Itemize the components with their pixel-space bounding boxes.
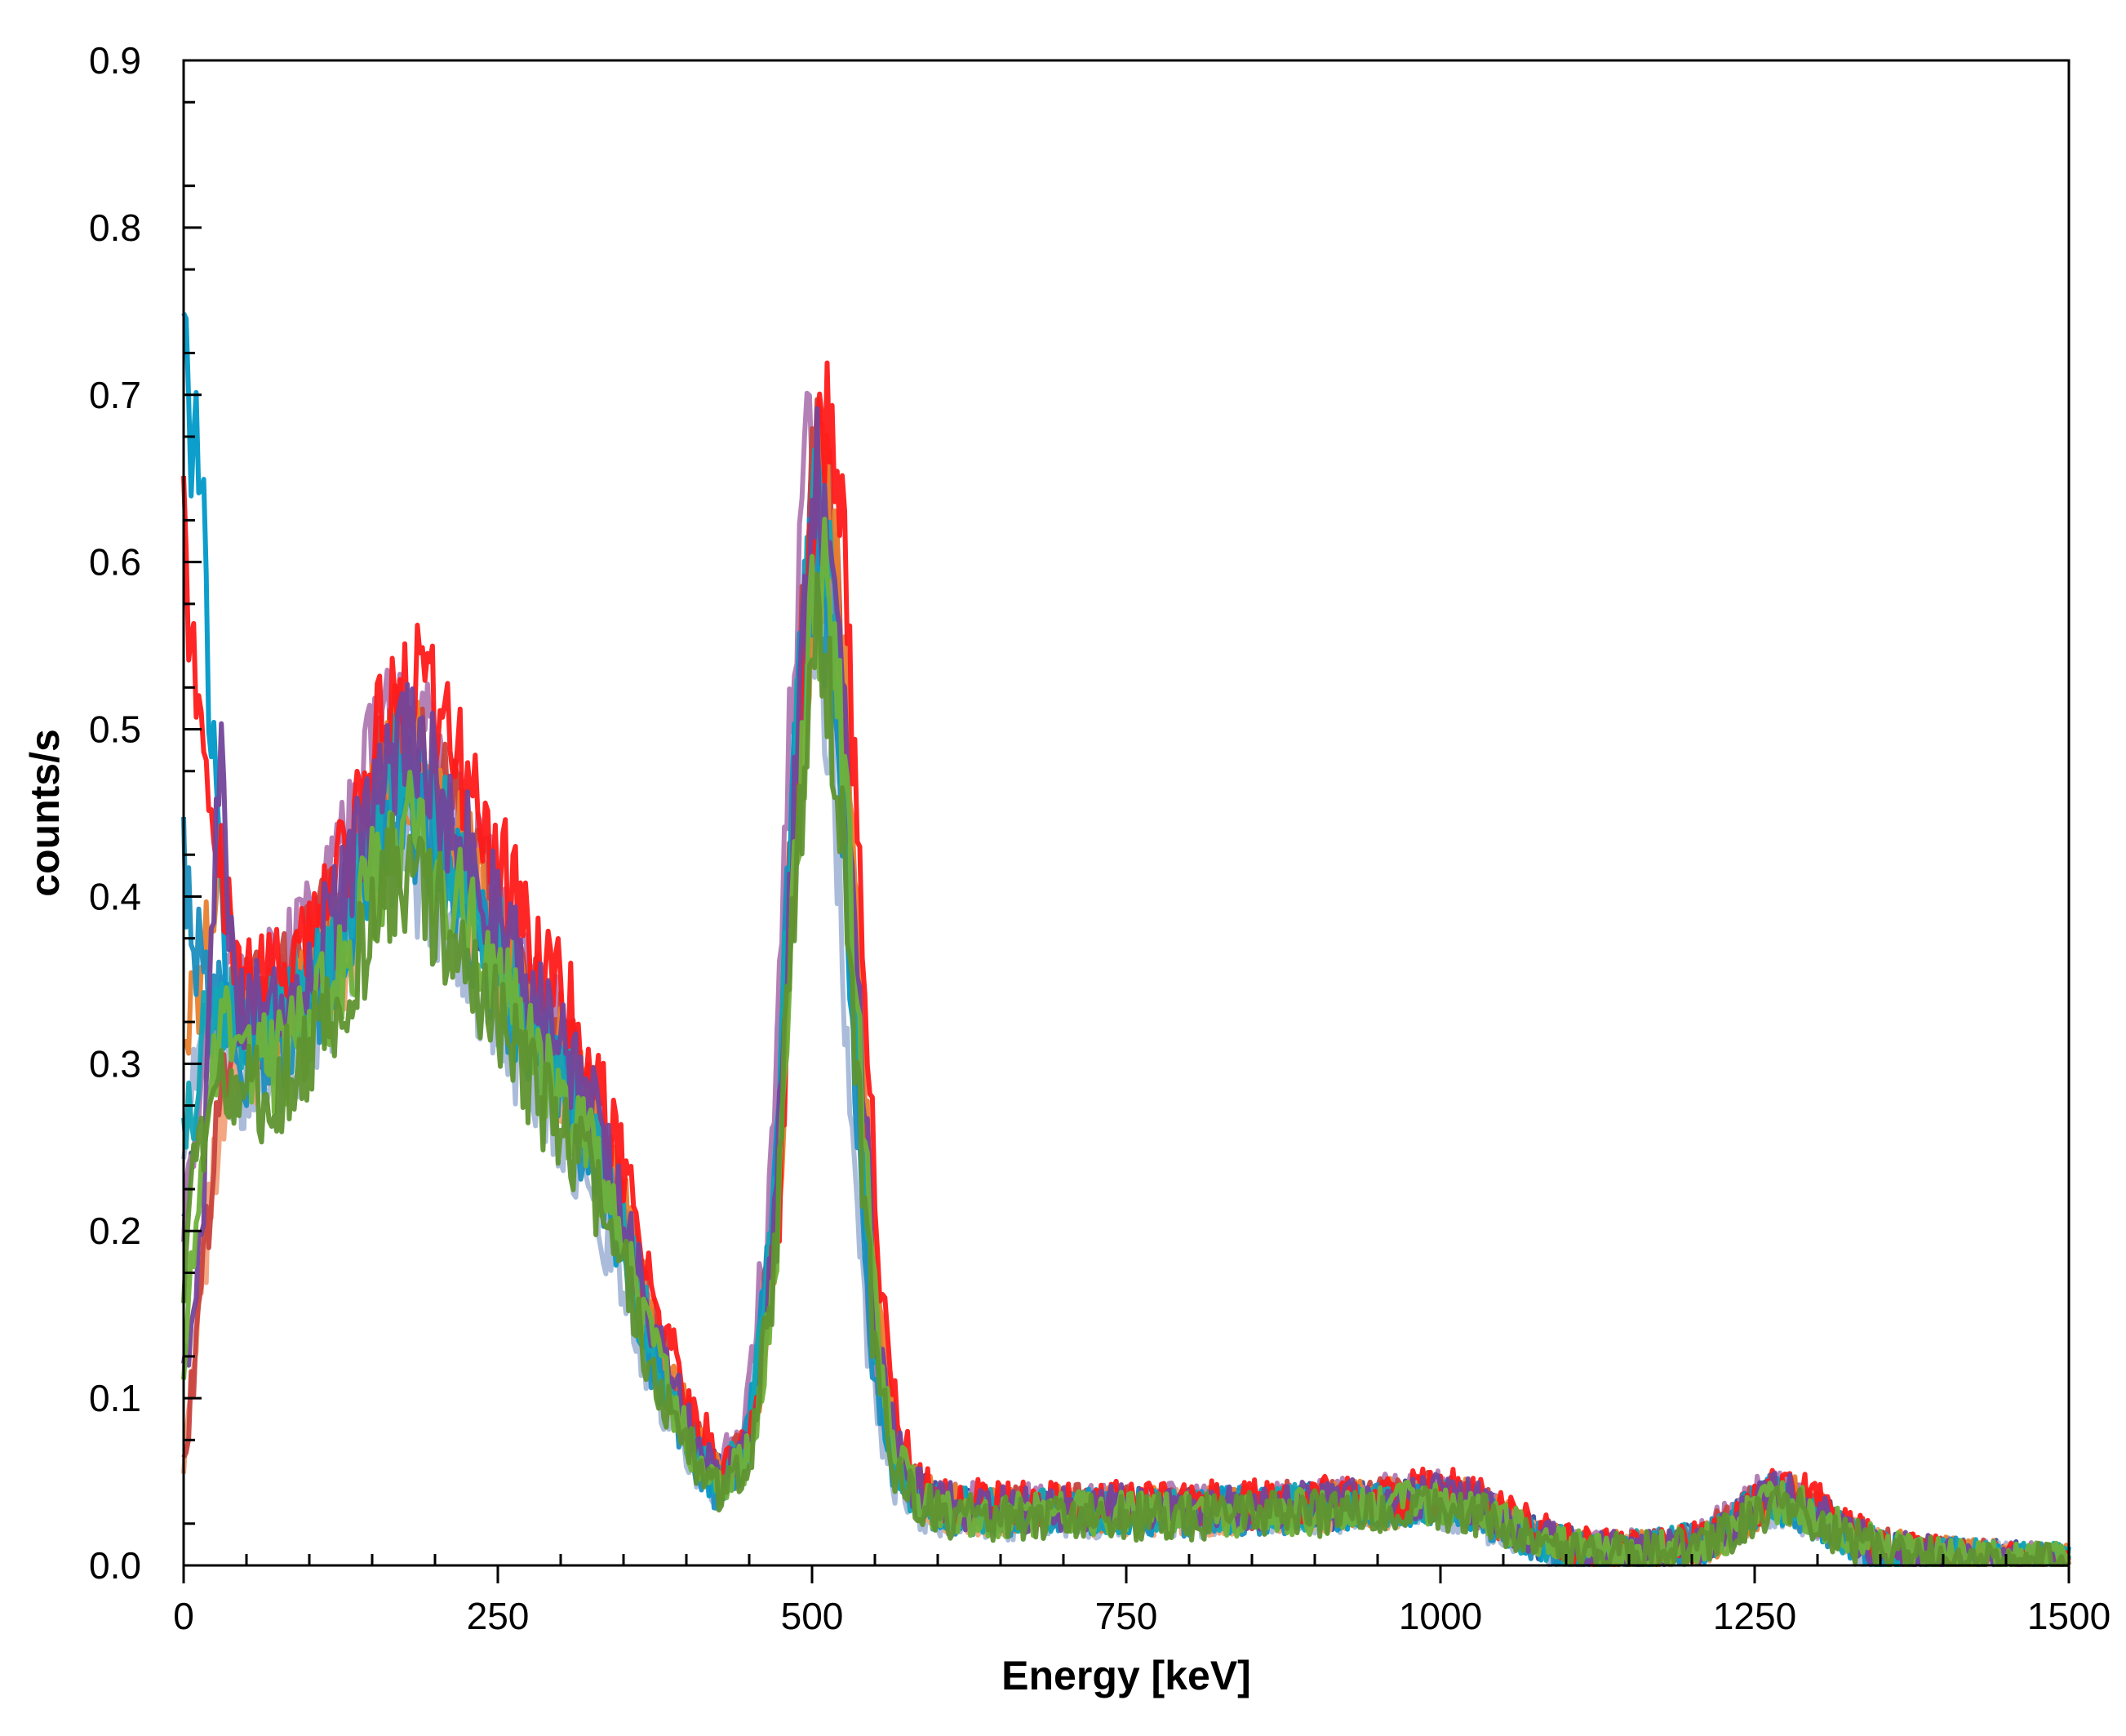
y-tick-label-8: 0.8	[89, 206, 141, 249]
y-tick-label-2: 0.2	[89, 1210, 141, 1252]
y-axis-title: counts/s	[22, 729, 68, 897]
y-tick-label-6: 0.6	[89, 541, 141, 584]
y-tick-label-1: 0.1	[89, 1377, 141, 1419]
ticks-layer: 0 250 500 750 1000 1250 1500 0.0 0.1 0.2 0.3 0.4 0.5…	[89, 39, 2110, 1637]
x-tick-label-1000: 1000	[1399, 1595, 1482, 1637]
series-line-13	[181, 571, 2069, 1567]
x-tick-label-750: 750	[1095, 1595, 1158, 1637]
x-tick-label-250: 250	[467, 1595, 530, 1637]
x-tick-label-0: 0	[173, 1595, 194, 1637]
x-tick-label-1250: 1250	[1713, 1595, 1796, 1637]
x-tick-label-1500: 1500	[2027, 1595, 2110, 1637]
y-tick-label-5: 0.5	[89, 708, 141, 751]
y-tick-label-9: 0.9	[89, 39, 141, 82]
y-tick-label-7: 0.7	[89, 374, 141, 416]
x-tick-label-500: 500	[781, 1595, 844, 1637]
y-tick-label-0: 0.0	[89, 1544, 141, 1587]
y-tick-label-3: 0.3	[89, 1042, 141, 1085]
x-axis-title: Energy [keV]	[1001, 1653, 1251, 1698]
series-layer	[181, 312, 2071, 1567]
y-tick-label-4: 0.4	[89, 875, 141, 917]
